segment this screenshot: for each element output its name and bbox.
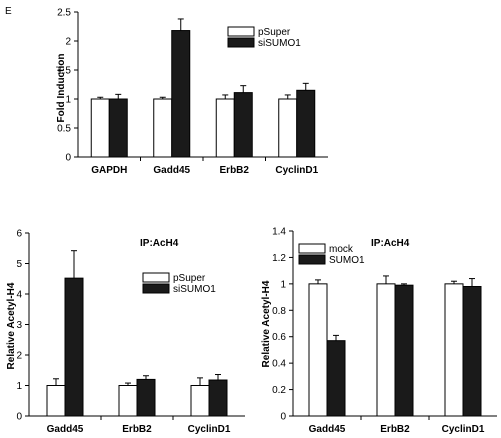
y-tick-label: 4 [16,290,22,301]
x-category-label: Gadd45 [309,424,346,435]
legend-swatch [227,37,255,48]
bar-treatment [462,286,482,417]
bar-control [278,98,298,158]
legend-label: SUMO1 [329,255,365,266]
bar-treatment [296,89,316,158]
bar-control [444,283,464,417]
bar-treatment [171,30,191,158]
y-tick-label: 1 [280,279,286,290]
y-tick-label: 0.5 [57,124,71,135]
legend-label: mock [329,244,354,255]
y-tick-label: 1 [16,381,22,392]
y-axis-label: Relative Acetyl-H4 [261,280,272,367]
bar-treatment [233,92,253,158]
bar-control [46,385,66,417]
legend-swatch [298,254,326,265]
bar-treatment [326,340,346,417]
x-category-label: CyclinD1 [188,424,231,435]
y-tick-label: 3 [16,320,22,331]
x-category-label: Gadd45 [153,165,190,176]
x-category-label: Gadd45 [47,424,84,435]
y-tick-label: 1.5 [57,66,71,77]
bar-control [153,98,173,158]
bar-control [376,283,396,417]
legend-swatch [142,272,170,283]
y-tick-label: 0 [16,412,22,423]
chart-acetyl-h4-sumo1: 0 0.2 0.4 0.6 0.8 1 1.2 1.4 Relative Acetyl-H4 Ga… [261,227,497,435]
bar-treatment [136,378,156,417]
chart-fold-induction: 0 0.5 1 1.5 2 2.5 Fold Induction GAPDH Gadd45 Erb… [56,8,328,176]
legend-label: pSuper [258,27,291,38]
legend-swatch [227,26,255,37]
y-tick-label: 0.2 [272,385,286,396]
legend-label: siSUMO1 [173,284,216,295]
y-axis-label: Fold Induction [56,54,67,123]
y-tick-label: 0.8 [272,306,286,317]
y-tick-label: 0.6 [272,332,286,343]
bar-control [90,98,110,158]
x-category-label: CyclinD1 [275,165,318,176]
legend-swatch [298,243,326,254]
y-axis-label: Relative Acetyl-H4 [6,282,17,369]
y-tick-label: 1.4 [272,227,286,238]
legend-swatch [142,283,170,294]
bar-control [190,385,210,417]
chart-annotation: IP:AcH4 [371,238,410,249]
y-tick-label: 1 [65,95,71,106]
bar-control [118,385,138,417]
bar-treatment [108,98,128,158]
y-tick-label: 2.5 [57,8,71,19]
bar-treatment [394,284,414,417]
x-category-label: GAPDH [91,165,127,176]
y-tick-label: 2 [16,351,22,362]
x-category-label: CyclinD1 [442,424,485,435]
y-tick-label: 0.4 [272,359,286,370]
y-tick-label: 6 [16,229,22,240]
chart-acetyl-h4-sisumo1: 0 1 2 3 4 5 6 Relative Acetyl-H4 Gadd45 ErbB2 Cycl… [6,229,245,435]
bar-treatment [208,379,228,417]
y-tick-label: 1.2 [272,253,286,264]
y-tick-label: 0 [280,412,286,423]
x-category-label: ErbB2 [220,165,250,176]
legend-label: siSUMO1 [258,38,301,49]
bar-treatment [64,277,84,417]
y-tick-label: 0 [65,153,71,164]
x-category-label: ErbB2 [380,424,410,435]
chart-annotation: IP:AcH4 [140,238,179,249]
bar-control [308,283,328,417]
bar-control [215,98,235,158]
x-category-label: ErbB2 [122,424,152,435]
legend-label: pSuper [173,273,206,284]
y-tick-label: 2 [65,37,71,48]
panel-letter: E [5,6,12,17]
y-tick-label: 5 [16,259,22,270]
